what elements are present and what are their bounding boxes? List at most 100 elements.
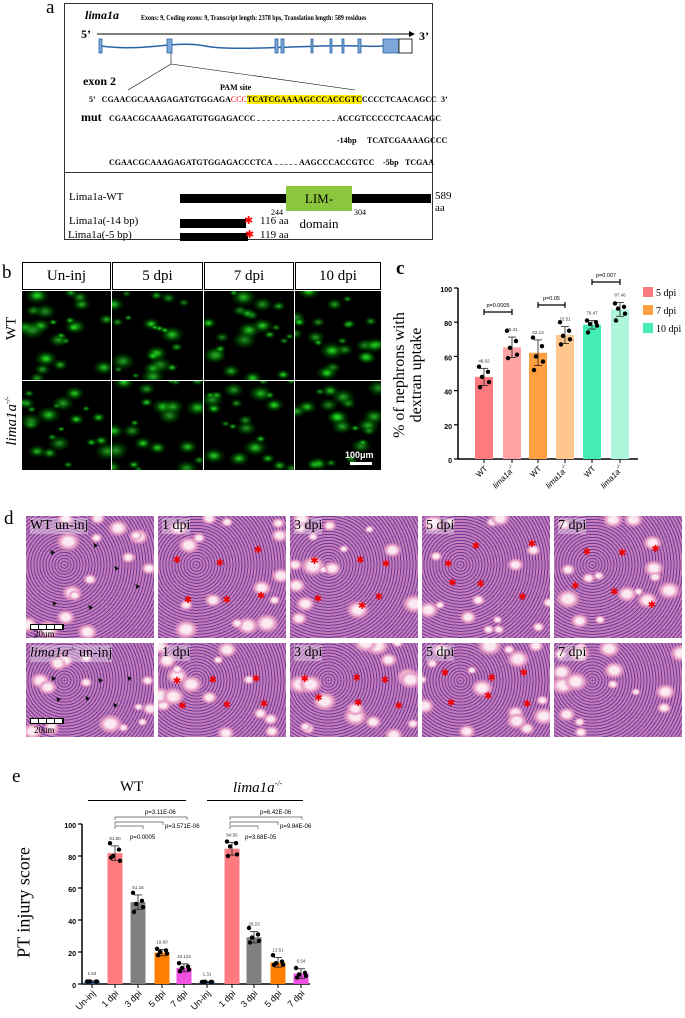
y-tick-label: 0 <box>72 983 76 990</box>
histology-label: 3 dpi <box>294 518 323 534</box>
data-point <box>621 304 627 310</box>
data-label: 48.02 <box>478 358 490 363</box>
pam-sequence: CCC <box>230 95 247 104</box>
injury-star-icon: ✱ <box>446 697 456 709</box>
data-point <box>505 355 511 361</box>
injury-star-icon: ✱ <box>618 547 627 559</box>
data-point <box>513 338 519 344</box>
exon-label: exon 2 <box>83 74 116 88</box>
target-sequence: TCATCGAAAAGCCCACCGTC <box>246 95 362 104</box>
three-prime-label: 3’ <box>419 29 429 43</box>
injury-star-icon: ✱ <box>380 674 390 686</box>
data-point <box>504 328 510 333</box>
histology-image: 5 dpi ✱ ✱ ✱ ✱ ✱ ✱ <box>421 515 551 639</box>
data-point <box>117 858 123 863</box>
significance-bracket <box>114 816 188 820</box>
data-label: 1.53 <box>88 971 97 976</box>
injury-star-icon: ✱ <box>476 579 485 591</box>
p-value-label: p=9.84E-06 <box>280 824 312 830</box>
gene-diagram <box>97 31 415 91</box>
data-point <box>133 901 139 907</box>
histology-image: WT un-inj ▲ ▲ ▲ ▲ ▲ ▲ <box>25 515 155 639</box>
data-point <box>255 932 261 937</box>
scale-bar <box>30 718 64 724</box>
bar <box>556 335 574 459</box>
del5-label: -5bp <box>383 158 399 167</box>
col-header-un-inj: Un-inj <box>22 262 111 290</box>
three-prime: 3’ <box>440 95 448 104</box>
x-tick-label: 5 dpi <box>147 988 168 1009</box>
significance-bracket <box>229 821 279 825</box>
x-tick-label: WT <box>528 464 543 479</box>
data-point <box>94 979 100 984</box>
data-point <box>107 841 113 846</box>
histology-image: 3 dpi ✱ ✱ ✱ ✱ ✱ ✱ <box>289 642 419 738</box>
p-value-label: p=3.571E-06 <box>165 824 200 830</box>
scale-bar <box>350 462 372 465</box>
injury-star-icon: ✱ <box>448 578 457 590</box>
arrowhead-icon: ▲ <box>130 579 143 592</box>
x-tick-label: 7 dpi <box>286 988 307 1009</box>
injury-star-icon: ✱ <box>610 586 619 598</box>
data-point <box>108 855 114 860</box>
histology-label: 5 dpi <box>426 518 455 534</box>
data-point <box>85 979 91 984</box>
histology-label: WT un-inj <box>30 518 89 534</box>
data-point <box>157 949 163 955</box>
data-point <box>531 367 537 373</box>
data-point <box>477 384 483 390</box>
data-point <box>485 369 491 374</box>
dextran-micrograph <box>112 381 203 470</box>
bar <box>107 853 123 984</box>
scale-bar-label-row1: 20um <box>34 629 55 639</box>
arrowhead-icon: ▲ <box>47 671 60 684</box>
injury-star-icon: ✱ <box>222 700 232 712</box>
data-point <box>530 335 536 340</box>
protein-5bp-length: 119 aa <box>260 229 289 241</box>
protein-wt-label: Lima1a-WT <box>69 191 124 203</box>
legend-label: 10 dpi <box>656 324 682 335</box>
data-point <box>176 961 182 966</box>
data-point <box>613 318 619 323</box>
bar <box>154 952 170 984</box>
data-label: 51.16 <box>132 885 144 890</box>
histology-label: 7 dpi <box>558 518 587 534</box>
injury-star-icon: ✱ <box>357 601 367 613</box>
scale-bar-label-row2: 20um <box>34 725 55 735</box>
bar <box>130 902 146 984</box>
x-tick-label: lima1a-/- <box>598 463 625 490</box>
data-point <box>585 330 591 335</box>
histology-image: 1 dpi ✱ ✱ ✱ ✱ ✱ ✱ <box>157 642 287 738</box>
data-point <box>224 839 230 844</box>
data-point <box>116 847 122 852</box>
chart-e-ylabel: PT injury score <box>13 847 34 958</box>
significance-bracket <box>229 816 303 820</box>
arrowhead-icon: ▲ <box>88 538 101 551</box>
x-tick-label: Un-inj <box>189 988 213 1012</box>
stop-star-icon: ✱ <box>245 229 255 241</box>
protein-14bp-bar <box>180 219 246 228</box>
protein-5bp-bar <box>180 233 248 241</box>
data-point <box>539 343 545 349</box>
injury-star-icon: ✱ <box>519 667 528 679</box>
data-point <box>615 306 621 311</box>
x-tick-label: Un-inj <box>74 988 98 1012</box>
injury-star-icon: ✱ <box>300 673 309 685</box>
data-point <box>200 979 206 985</box>
p-value-label: p=6.42E-06 <box>260 810 292 816</box>
arrowhead-icon: ▲ <box>48 596 60 609</box>
injury-star-icon: ✱ <box>374 592 384 604</box>
data-point <box>155 953 161 958</box>
injury-star-icon: ✱ <box>440 668 450 680</box>
bar <box>529 352 547 459</box>
data-point <box>296 972 302 977</box>
group-label-superscript: -/- <box>274 779 283 788</box>
x-tick-label: 3 dpi <box>123 988 144 1009</box>
del14-label: -14bp <box>337 136 357 145</box>
data-point <box>303 973 309 979</box>
bar <box>503 347 521 459</box>
data-point <box>177 969 183 974</box>
y-tick-label: 0 <box>448 458 452 465</box>
data-point <box>139 898 145 903</box>
injury-star-icon: ✱ <box>483 691 493 703</box>
